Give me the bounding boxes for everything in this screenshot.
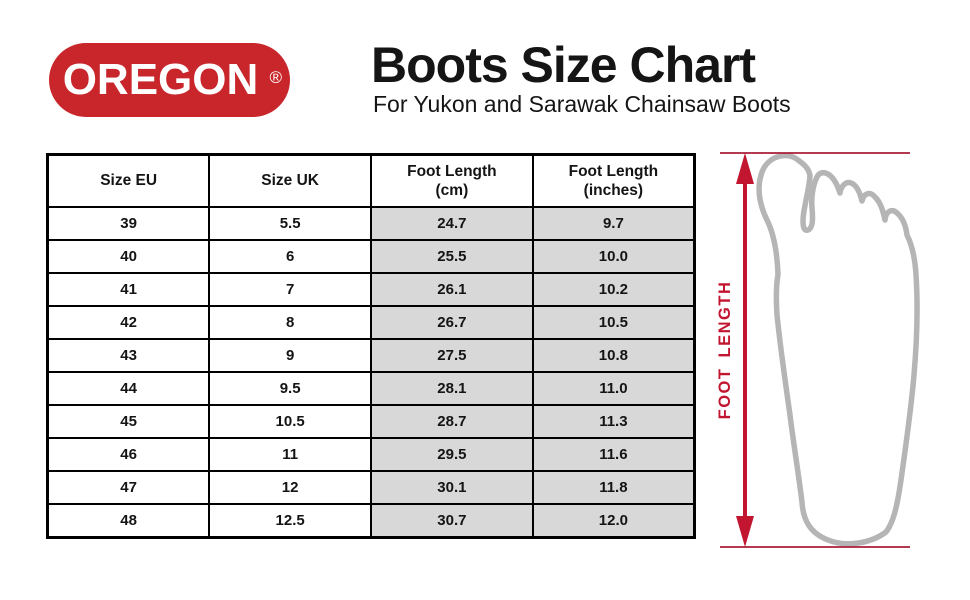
table-row: 39 5.5 24.7 9.7 xyxy=(46,206,696,241)
cell-foot-length-cm: 25.5 xyxy=(370,239,534,274)
cell-size-uk: 7 xyxy=(208,272,372,307)
arrow-head-down-icon xyxy=(736,516,754,547)
table-row: 47 12 30.1 11.8 xyxy=(46,470,696,505)
cell-foot-length-cm: 28.1 xyxy=(370,371,534,406)
cell-foot-length-cm: 24.7 xyxy=(370,206,534,241)
table-header-row: Size EU Size UK Foot Length (cm) Foot Le… xyxy=(46,153,696,208)
column-header-size-eu: Size EU xyxy=(46,153,211,208)
table-row: 48 12.5 30.7 12.0 xyxy=(46,503,696,539)
cell-size-uk: 8 xyxy=(208,305,372,340)
registered-trademark-icon: ® xyxy=(269,68,282,87)
column-header-foot-length-inches: Foot Length (inches) xyxy=(531,153,696,208)
cell-foot-length-inches: 10.2 xyxy=(531,272,696,307)
table-row: 45 10.5 28.7 11.3 xyxy=(46,404,696,439)
cell-size-eu: 47 xyxy=(46,470,211,505)
table-row: 43 9 27.5 10.8 xyxy=(46,338,696,373)
cell-foot-length-inches: 11.3 xyxy=(531,404,696,439)
cell-foot-length-inches: 11.6 xyxy=(531,437,696,472)
oregon-logo: OREGON ® xyxy=(49,43,290,117)
column-header-foot-length-cm: Foot Length (cm) xyxy=(370,153,534,208)
cell-size-uk: 10.5 xyxy=(208,404,372,439)
cell-size-eu: 42 xyxy=(46,305,211,340)
foot-measurement-diagram: FOOT LENGTH xyxy=(716,152,920,548)
cell-foot-length-cm: 26.7 xyxy=(370,305,534,340)
oregon-logo-text: OREGON xyxy=(62,55,259,104)
cell-size-eu: 39 xyxy=(46,206,211,241)
cell-size-eu: 48 xyxy=(46,503,211,539)
arrow-head-up-icon xyxy=(736,153,754,184)
cell-size-eu: 44 xyxy=(46,371,211,406)
cell-size-uk: 9.5 xyxy=(208,371,372,406)
cell-size-uk: 11 xyxy=(208,437,372,472)
cell-foot-length-cm: 30.1 xyxy=(370,470,534,505)
boots-size-table: Size EU Size UK Foot Length (cm) Foot Le… xyxy=(46,153,696,539)
cell-size-eu: 40 xyxy=(46,239,211,274)
cell-foot-length-cm: 27.5 xyxy=(370,338,534,373)
cell-foot-length-inches: 10.8 xyxy=(531,338,696,373)
table-row: 40 6 25.5 10.0 xyxy=(46,239,696,274)
foot-length-label: FOOT LENGTH xyxy=(716,281,734,420)
cell-size-uk: 12 xyxy=(208,470,372,505)
cell-size-eu: 41 xyxy=(46,272,211,307)
cell-size-uk: 5.5 xyxy=(208,206,372,241)
cell-foot-length-inches: 10.0 xyxy=(531,239,696,274)
column-header-size-uk: Size UK xyxy=(208,153,372,208)
page-title: Boots Size Chart xyxy=(371,37,756,93)
cell-size-eu: 43 xyxy=(46,338,211,373)
cell-size-uk: 12.5 xyxy=(208,503,372,539)
cell-foot-length-inches: 10.5 xyxy=(531,305,696,340)
cell-foot-length-inches: 9.7 xyxy=(531,206,696,241)
cell-foot-length-cm: 26.1 xyxy=(370,272,534,307)
cell-foot-length-cm: 29.5 xyxy=(370,437,534,472)
cell-size-uk: 6 xyxy=(208,239,372,274)
table-row: 41 7 26.1 10.2 xyxy=(46,272,696,307)
cell-foot-length-inches: 12.0 xyxy=(531,503,696,539)
table-row: 46 11 29.5 11.6 xyxy=(46,437,696,472)
cell-foot-length-cm: 28.7 xyxy=(370,404,534,439)
foot-outline xyxy=(756,152,920,547)
cell-foot-length-cm: 30.7 xyxy=(370,503,534,539)
cell-size-eu: 45 xyxy=(46,404,211,439)
cell-size-eu: 46 xyxy=(46,437,211,472)
page-subtitle: For Yukon and Sarawak Chainsaw Boots xyxy=(373,91,791,117)
table-row: 44 9.5 28.1 11.0 xyxy=(46,371,696,406)
cell-size-uk: 9 xyxy=(208,338,372,373)
table-row: 42 8 26.7 10.5 xyxy=(46,305,696,340)
cell-foot-length-inches: 11.8 xyxy=(531,470,696,505)
cell-foot-length-inches: 11.0 xyxy=(531,371,696,406)
